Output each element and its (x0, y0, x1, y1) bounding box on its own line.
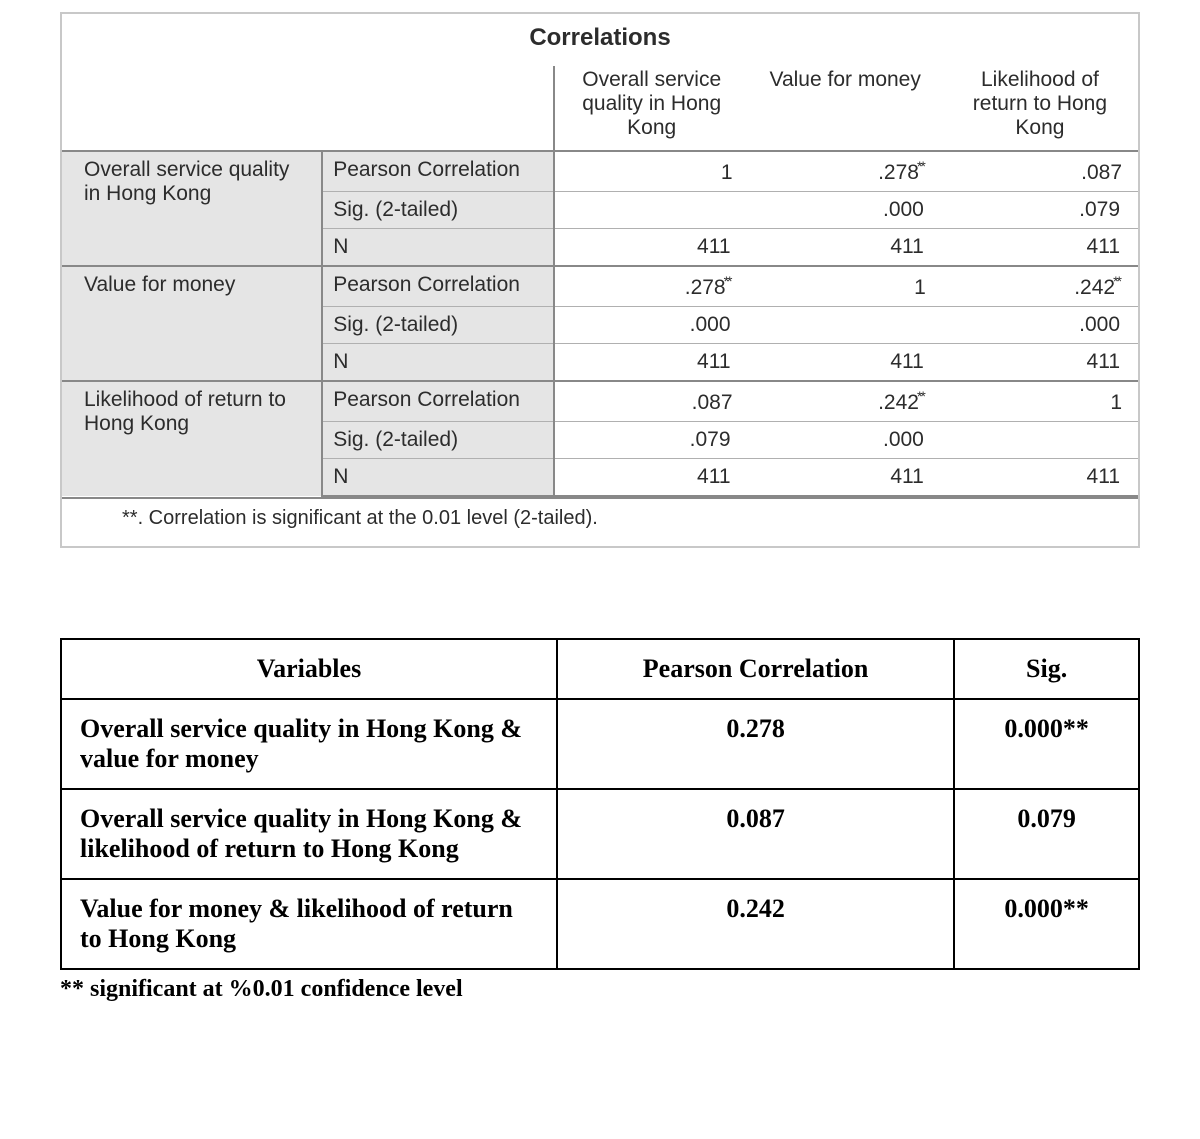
spss-row-variable: Value for money (62, 266, 322, 381)
spss-value-cell: 411 (749, 459, 942, 497)
spss-value-cell: .087 (942, 151, 1138, 192)
spss-value-cell: 411 (942, 459, 1138, 497)
spss-col-header: Value for money (749, 66, 942, 151)
summary-table: Variables Pearson Correlation Sig. Overa… (60, 638, 1140, 970)
spss-value-cell: .278** (554, 266, 749, 307)
spss-value-cell: .000 (749, 422, 942, 459)
spss-value-cell: .079 (554, 422, 749, 459)
spss-value-cell: .242** (942, 266, 1138, 307)
spss-stat-label: N (322, 344, 554, 382)
summary-variable-cell: Overall service quality in Hong Kong & l… (61, 789, 557, 879)
spss-header-row: Overall service quality in Hong Kong Val… (62, 66, 1138, 151)
spss-value-cell: 411 (942, 344, 1138, 382)
spss-value-cell: 411 (942, 229, 1138, 267)
spss-value-cell: .000 (942, 307, 1138, 344)
spss-value-cell: .000 (749, 192, 942, 229)
spss-value-cell: 411 (554, 229, 749, 267)
spss-row-variable: Overall service quality in Hong Kong (62, 151, 322, 266)
table-row: Likelihood of return to Hong Kong Pearso… (62, 381, 1138, 422)
spss-stat-label: N (322, 229, 554, 267)
summary-header-row: Variables Pearson Correlation Sig. (61, 639, 1139, 699)
spss-footnote: **. Correlation is significant at the 0.… (62, 499, 1138, 530)
spss-value-cell (554, 192, 749, 229)
table-row: Overall service quality in Hong Kong Pea… (62, 151, 1138, 192)
summary-value-cell: 0.000** (954, 699, 1139, 789)
summary-col-header: Pearson Correlation (557, 639, 954, 699)
spss-value-cell: .087 (554, 381, 749, 422)
spss-stat-label: Sig. (2-tailed) (322, 307, 554, 344)
summary-variable-cell: Value for money & likelihood of return t… (61, 879, 557, 969)
summary-value-cell: 0.000** (954, 879, 1139, 969)
spss-value-cell (749, 307, 942, 344)
summary-col-header: Sig. (954, 639, 1139, 699)
summary-value-cell: 0.278 (557, 699, 954, 789)
spss-stat-label: Pearson Correlation (322, 381, 554, 422)
spss-value-cell: .079 (942, 192, 1138, 229)
spss-value-cell: 1 (942, 381, 1138, 422)
spss-value-cell: 1 (554, 151, 749, 192)
spss-stat-label: Pearson Correlation (322, 266, 554, 307)
spss-title: Correlations (62, 14, 1138, 66)
summary-value-cell: 0.242 (557, 879, 954, 969)
table-row: Value for money Pearson Correlation .278… (62, 266, 1138, 307)
spss-value-cell: 411 (554, 344, 749, 382)
table-row: Overall service quality in Hong Kong & l… (61, 789, 1139, 879)
spss-stat-label: N (322, 459, 554, 497)
summary-col-header: Variables (61, 639, 557, 699)
summary-variable-cell: Overall service quality in Hong Kong & v… (61, 699, 557, 789)
spss-row-variable: Likelihood of return to Hong Kong (62, 381, 322, 496)
spss-value-cell: .242** (749, 381, 942, 422)
spss-value-cell: 411 (749, 344, 942, 382)
spss-value-cell (942, 422, 1138, 459)
summary-value-cell: 0.079 (954, 789, 1139, 879)
spss-stat-label: Sig. (2-tailed) (322, 422, 554, 459)
spss-correlations-box: Correlations Overall service quality in … (60, 12, 1140, 548)
spss-col-header: Likelihood of return to Hong Kong (942, 66, 1138, 151)
table-row: Overall service quality in Hong Kong & v… (61, 699, 1139, 789)
spss-stat-label: Sig. (2-tailed) (322, 192, 554, 229)
spss-header-blank (62, 66, 554, 151)
summary-section: Variables Pearson Correlation Sig. Overa… (60, 638, 1140, 1003)
spss-value-cell: 411 (554, 459, 749, 497)
spss-value-cell: 1 (749, 266, 942, 307)
spss-value-cell: 411 (749, 229, 942, 267)
summary-value-cell: 0.087 (557, 789, 954, 879)
spss-col-header: Overall service quality in Hong Kong (554, 66, 749, 151)
spss-stat-label: Pearson Correlation (322, 151, 554, 192)
spss-value-cell: .278** (749, 151, 942, 192)
spss-correlations-table: Overall service quality in Hong Kong Val… (62, 66, 1138, 497)
spss-value-cell: .000 (554, 307, 749, 344)
summary-footnote: ** significant at %0.01 confidence level (60, 970, 1140, 1003)
table-row: Value for money & likelihood of return t… (61, 879, 1139, 969)
